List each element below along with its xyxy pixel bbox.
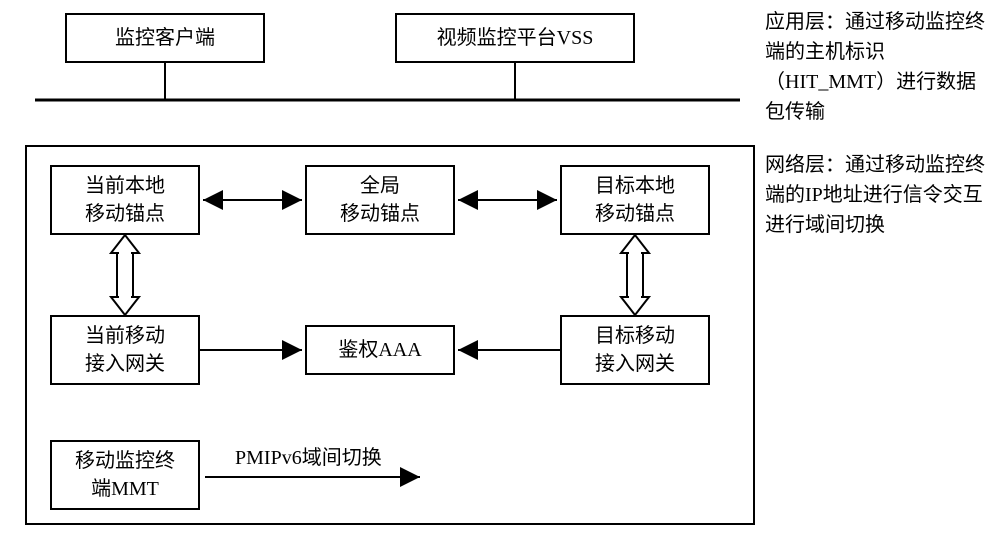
arrows	[5, 5, 765, 535]
app-layer-desc: 应用层：通过移动监控终端的主机标识（HIT_MMT）进行数据包传输	[765, 7, 995, 127]
architecture-diagram: 监控客户端 视频监控平台VSS 应用层：通过移动监控终端的主机标识（HIT_MM…	[5, 5, 995, 529]
net-layer-desc: 网络层：通过移动监控终端的IP地址进行信令交互进行域间切换	[765, 150, 995, 240]
